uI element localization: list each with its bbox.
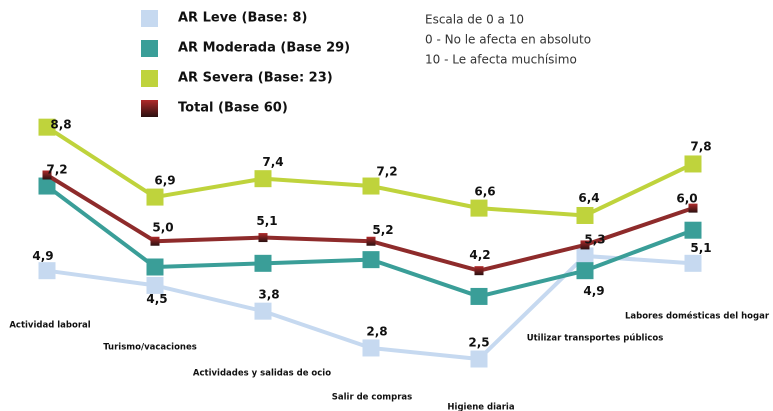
marker	[576, 262, 594, 280]
x-tick-label: Turismo/vacaciones	[103, 343, 197, 353]
data-label: 7,2	[46, 163, 67, 177]
data-label: 5,0	[152, 221, 173, 235]
data-label: 5,3	[584, 232, 605, 246]
marker	[470, 199, 488, 217]
data-label: 5,1	[256, 214, 277, 228]
data-label: 2,5	[468, 336, 489, 350]
data-label: 6,4	[578, 191, 599, 205]
marker	[258, 233, 268, 243]
legend-swatch	[141, 40, 158, 57]
data-label: 7,2	[376, 165, 397, 179]
marker	[42, 170, 52, 180]
marker	[470, 350, 488, 368]
marker	[146, 258, 164, 276]
data-label: 4,5	[146, 292, 167, 306]
legend-swatch	[141, 70, 158, 87]
legend-label: Total (Base 60)	[178, 101, 288, 116]
marker	[146, 188, 164, 206]
x-tick-label: Actividades y salidas de ocio	[193, 369, 331, 379]
marker	[146, 276, 164, 294]
data-label: 7,8	[690, 139, 711, 153]
data-label: 3,8	[258, 288, 279, 302]
x-tick-label: Utilizar transportes públicos	[527, 334, 664, 344]
marker	[362, 339, 380, 357]
legend-swatch	[141, 10, 158, 27]
marker	[576, 247, 594, 265]
legend-label: AR Leve (Base: 8)	[178, 11, 307, 26]
data-label: 7,4	[262, 155, 283, 169]
legend-label: AR Severa (Base: 23)	[178, 71, 333, 86]
marker	[684, 155, 702, 173]
data-label: 6,0	[676, 192, 697, 206]
data-label: 4,9	[32, 249, 53, 263]
x-tick-label: Salir de compras	[332, 393, 412, 403]
marker	[688, 203, 698, 213]
marker	[684, 254, 702, 272]
data-label: 6,9	[154, 174, 175, 188]
annotation: 10 - Le afecta muchísimo	[425, 53, 577, 67]
data-label: 5,2	[372, 223, 393, 237]
x-tick-label: Labores domésticas del hogar	[625, 311, 770, 322]
x-tick-label: Higiene diaria	[447, 403, 514, 411]
x-tick-label: Actividad laboral	[9, 321, 90, 331]
data-label: 4,9	[583, 284, 604, 298]
marker	[254, 302, 272, 320]
marker	[254, 170, 272, 188]
legend-swatch	[141, 100, 158, 117]
marker	[362, 251, 380, 269]
marker	[38, 177, 56, 195]
marker	[38, 118, 56, 136]
data-label: 5,1	[690, 241, 711, 255]
marker	[474, 266, 484, 276]
data-label: 4,2	[469, 248, 490, 262]
marker	[366, 236, 376, 246]
marker	[362, 177, 380, 195]
data-label: 8,8	[50, 118, 71, 132]
marker	[38, 262, 56, 280]
marker	[576, 206, 594, 224]
data-label: 6,6	[474, 185, 495, 199]
data-label: 2,8	[366, 324, 387, 338]
marker	[580, 240, 590, 250]
marker	[150, 236, 160, 246]
legend-label: AR Moderada (Base 29)	[178, 41, 350, 56]
annotation: 0 - No le afecta en absoluto	[425, 33, 591, 47]
annotation: Escala de 0 a 10	[425, 13, 524, 27]
marker	[470, 287, 488, 305]
marker	[254, 254, 272, 272]
marker	[684, 221, 702, 239]
